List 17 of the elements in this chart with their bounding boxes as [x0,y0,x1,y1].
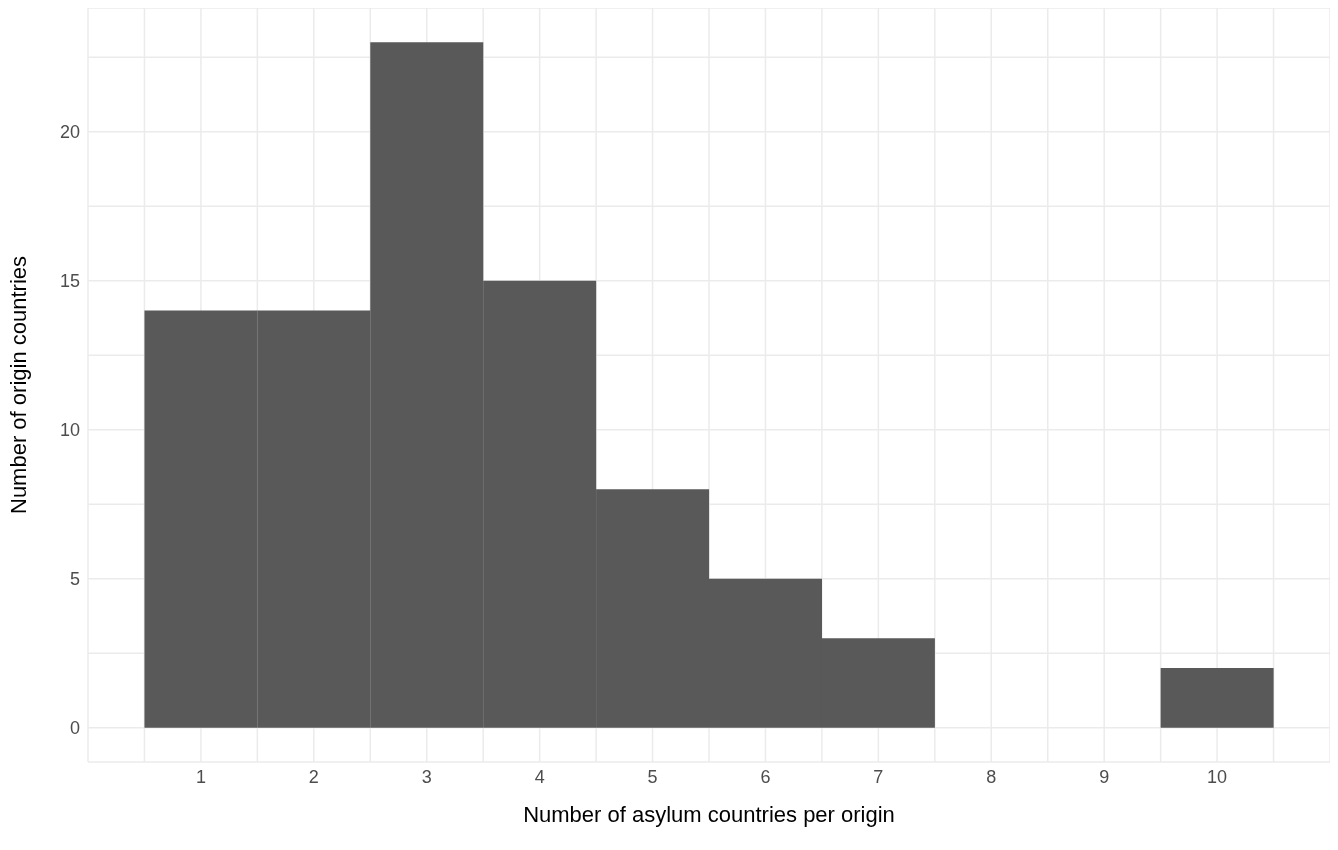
y-tick-label: 15 [59,271,80,292]
x-tick-label: 5 [647,766,658,787]
y-axis-title: Number of origin countries [5,255,31,515]
x-tick-label: 1 [195,766,206,787]
y-tick-label: 0 [69,718,80,739]
x-tick-label: 6 [760,766,771,787]
x-axis-title: Number of asylum countries per origin [523,802,895,827]
y-tick-label: 5 [69,569,80,590]
x-tick-label: 7 [873,766,884,787]
x-tick-label: 9 [1099,766,1110,787]
y-tick-label: 20 [59,122,80,143]
y-tick-label: 10 [59,420,80,441]
x-tick-label: 2 [308,766,319,787]
x-tick-label: 8 [986,766,997,787]
x-tick-label: 4 [534,766,545,787]
x-tick-label: 3 [421,766,432,787]
x-tick-label: 10 [1207,766,1228,787]
